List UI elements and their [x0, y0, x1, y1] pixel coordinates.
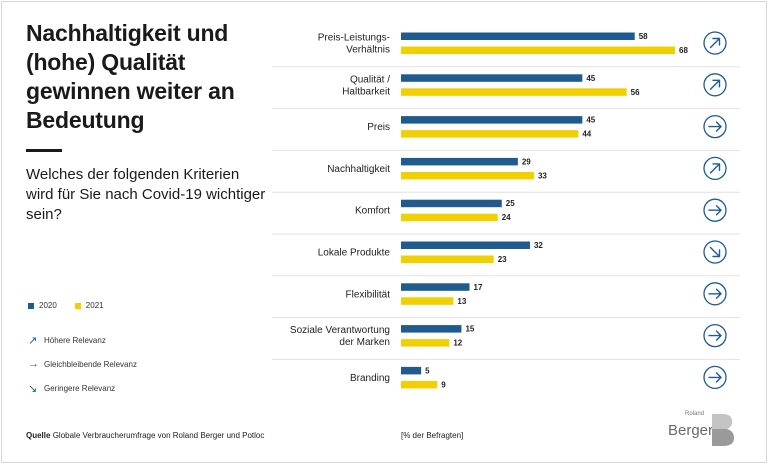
- arrow-up-right-icon: [709, 163, 721, 174]
- trend-circle-icon: [703, 282, 727, 306]
- logo-name-text: Berger: [668, 422, 714, 439]
- value-label-2020: 5: [425, 366, 430, 375]
- category-label: Komfort: [355, 206, 390, 217]
- bar-2021: [401, 339, 450, 347]
- legend-trend-down-label: Geringere Relevanz: [44, 384, 116, 393]
- source-text: Globale Verbraucherumfrage von Roland Be…: [52, 431, 265, 440]
- bar-2021: [401, 297, 454, 305]
- source-note: Quelle Globale Verbraucherumfrage von Ro…: [26, 431, 264, 440]
- category-label: Branding: [350, 373, 390, 384]
- bar-2021: [401, 130, 579, 138]
- value-label-2021: 44: [582, 130, 591, 139]
- arrow-right-icon: [708, 205, 722, 216]
- trend-circle-icon: [703, 156, 727, 181]
- logo-mark-icon: [712, 414, 734, 446]
- value-label-2020: 32: [534, 241, 543, 250]
- category-label: Preis-Leistungs-: [318, 33, 390, 44]
- value-label-2021: 9: [441, 380, 446, 389]
- legend-trend-up: ↗ Höhere Relevanz: [28, 334, 106, 347]
- legend-label-2020: 2020: [39, 301, 57, 310]
- arrow-right-icon: →: [28, 358, 39, 370]
- legend-series: 2020 2021: [28, 301, 104, 310]
- logo-small-text: Roland: [684, 411, 704, 417]
- bar-2021: [401, 46, 676, 54]
- legend-label-2021: 2021: [85, 301, 104, 310]
- value-label-2021: 12: [453, 339, 462, 348]
- category-label: der Marken: [339, 337, 390, 348]
- bar-2020: [401, 32, 635, 40]
- trend-circle-icon: [703, 323, 727, 348]
- trend-circle-icon: [703, 73, 727, 97]
- bar-2020: [401, 74, 583, 82]
- bar-2021: [401, 255, 494, 263]
- category-label: Soziale Verantwortung: [290, 325, 390, 336]
- value-label-2021: 68: [679, 46, 688, 55]
- legend-trend-down: ↘ Geringere Relevanz: [28, 382, 115, 395]
- arrow-right-icon: [708, 121, 722, 132]
- value-label-2021: 23: [498, 255, 507, 264]
- bar-2020: [401, 157, 518, 166]
- bar-2020: [401, 241, 530, 249]
- category-label: Haltbarkeit: [342, 86, 390, 97]
- arrow-up-right-icon: [709, 37, 721, 49]
- value-label-2020: 45: [586, 74, 595, 83]
- value-label-2021: 13: [457, 297, 466, 306]
- legend-trend-same: → Gleichbleibende Relevanz: [28, 358, 137, 370]
- bar-2021: [401, 171, 534, 180]
- bar-2020: [401, 283, 470, 291]
- legend-trend-same-label: Gleichbleibende Relevanz: [44, 359, 137, 369]
- trend-circle-icon: [703, 31, 727, 55]
- arrow-up-right-icon: [709, 79, 721, 90]
- value-label-2021: 33: [538, 171, 547, 180]
- legend-trend-up-label: Höhere Relevanz: [44, 336, 106, 345]
- source-label: Quelle: [26, 431, 51, 440]
- bar-2020: [401, 199, 502, 208]
- arrow-up-right-icon: ↗: [28, 335, 38, 347]
- value-label-2020: 15: [465, 325, 474, 334]
- category-label: Lokale Produkte: [318, 248, 391, 259]
- category-label: Qualität /: [350, 74, 390, 85]
- trend-circle-icon: [703, 240, 727, 264]
- legend-swatch-2021: [74, 302, 81, 309]
- value-label-2020: 25: [506, 199, 515, 208]
- category-label: Verhältnis: [346, 45, 390, 56]
- value-label-2020: 29: [522, 157, 531, 166]
- category-label: Preis: [367, 122, 390, 133]
- value-label-2021: 56: [631, 88, 640, 97]
- arrow-down-right-icon: [709, 246, 721, 258]
- value-label-2020: 17: [474, 283, 483, 292]
- bar-2020: [401, 116, 583, 124]
- survey-question: Welches der folgenden Kriterien wird für…: [26, 166, 266, 223]
- roland-berger-logo: Roland Berger: [664, 410, 744, 450]
- value-label-2020: 58: [639, 32, 648, 41]
- legend-swatch-2020: [28, 302, 34, 309]
- value-label-2020: 45: [586, 116, 595, 125]
- value-label-2021: 24: [502, 213, 511, 222]
- title-divider: [26, 149, 62, 152]
- bar-2021: [401, 88, 627, 96]
- bar-2020: [401, 366, 422, 375]
- arrow-right-icon: [708, 372, 722, 383]
- bar-2020: [401, 325, 462, 333]
- category-label: Nachhaltigkeit: [327, 164, 390, 175]
- unit-note: [% der Befragten]: [401, 431, 464, 440]
- bar-2021: [401, 380, 438, 389]
- trend-circle-icon: [703, 198, 727, 222]
- category-label: Flexibilität: [346, 289, 391, 300]
- trend-circle-icon: [703, 365, 727, 390]
- page-title: Nachhaltigkeit und (hohe) Qualität gewin…: [26, 20, 235, 133]
- arrow-right-icon: [708, 330, 722, 341]
- arrow-right-icon: [708, 288, 722, 299]
- arrow-down-right-icon: ↘: [28, 383, 38, 395]
- bar-2021: [401, 213, 498, 222]
- trend-circle-icon: [703, 114, 727, 139]
